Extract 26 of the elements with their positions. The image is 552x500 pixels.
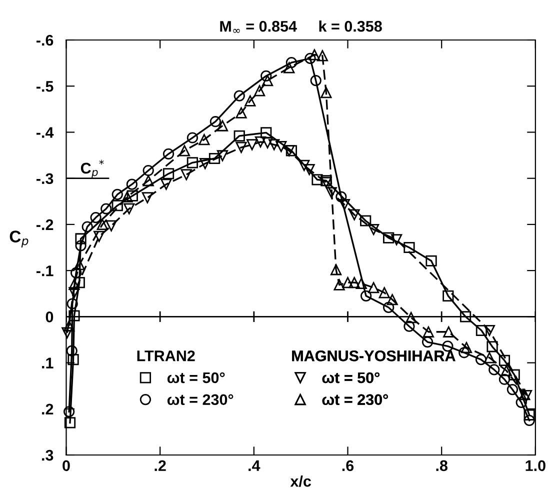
y-tick-label: .2 bbox=[42, 404, 54, 414]
y-tick-label: -.1 bbox=[36, 266, 54, 276]
legend-label: ωt = 230° bbox=[322, 394, 388, 406]
ref-line-label: C$_{p}$$^{*}$ bbox=[80, 160, 104, 178]
legend-label: ωt = 230° bbox=[167, 394, 234, 406]
y-tick-label: -.4 bbox=[36, 127, 54, 138]
x-tick-label: 0 bbox=[62, 460, 70, 472]
y-tick-label: -.5 bbox=[36, 81, 54, 92]
y-tick-label: .3 bbox=[42, 450, 54, 461]
annotation: MAGNUS-YOSHIHARA bbox=[292, 350, 456, 362]
y-tick-label: -.2 bbox=[36, 219, 54, 230]
y-tick-label: -.3 bbox=[36, 173, 54, 184]
y-axis-title: C$_{p}$ bbox=[10, 230, 28, 248]
legend-label: ωt = 50° bbox=[167, 372, 225, 384]
annotation: LTRAN2 bbox=[137, 350, 195, 362]
x-tick-label: 1.0 bbox=[526, 460, 546, 472]
y-tick-label: .1 bbox=[42, 358, 54, 368]
x-tick-label: .6 bbox=[342, 460, 354, 472]
x-tick-label: .4 bbox=[248, 460, 260, 471]
x-axis-title: x/c bbox=[290, 475, 312, 487]
legend-label: ωt = 50° bbox=[322, 372, 380, 384]
y-tick-label: -.6 bbox=[36, 34, 54, 46]
x-tick-label: .2 bbox=[154, 460, 166, 471]
x-tick-label: .8 bbox=[436, 460, 448, 472]
y-tick-label: 0 bbox=[46, 312, 54, 322]
chart-title: M$_{∞}$ = 0.854 k = 0.358 bbox=[220, 20, 382, 33]
